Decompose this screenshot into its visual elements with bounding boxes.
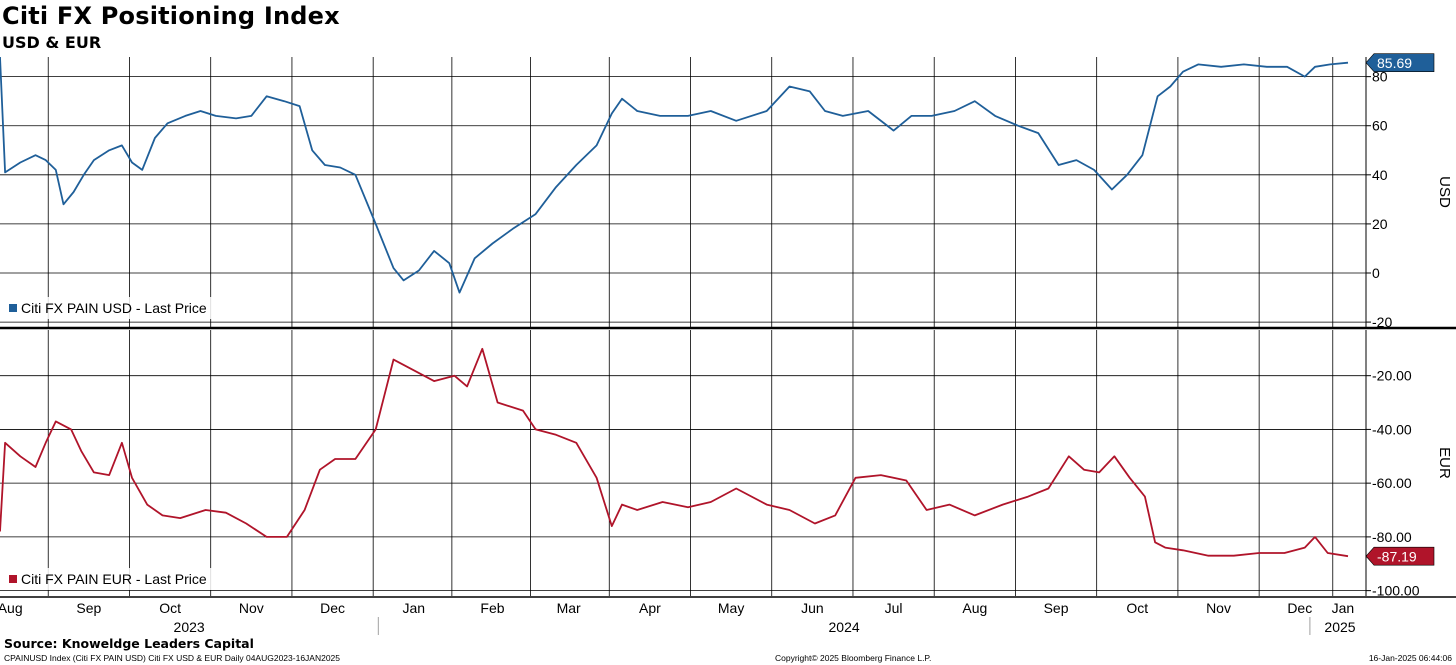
last-value-label: -87.19 — [1377, 549, 1417, 565]
x-tick-label: Jan — [403, 600, 426, 616]
copyright-note: Copyright© 2025 Bloomberg Finance L.P. — [775, 653, 932, 663]
x-tick-label: Aug — [0, 600, 23, 616]
x-tick-label: Sep — [76, 600, 101, 616]
y-tick-label: -20 — [1372, 314, 1392, 330]
x-year-label: 2025 — [1324, 619, 1355, 635]
y-tick-label: 0 — [1372, 265, 1380, 281]
x-tick-label: Apr — [639, 600, 661, 616]
x-tick-label: Sep — [1044, 600, 1069, 616]
x-year-label: 2023 — [174, 619, 205, 635]
y-axis-title: USD — [1436, 176, 1453, 208]
legend-background — [2, 297, 220, 319]
y-axis-title: EUR — [1436, 447, 1453, 479]
legend-swatch — [9, 304, 17, 312]
legend-swatch — [9, 575, 17, 583]
chart-subtitle: USD & EUR — [2, 33, 102, 52]
x-tick-label: Dec — [320, 600, 345, 616]
x-tick-label: Nov — [1206, 600, 1231, 616]
last-value-tag — [1365, 53, 1435, 72]
legend-label: Citi FX PAIN EUR - Last Price — [21, 571, 207, 587]
x-tick-label: Jun — [801, 600, 824, 616]
x-tick-label: Jul — [885, 600, 903, 616]
y-tick-label: -80.00 — [1372, 529, 1412, 545]
x-tick-label: Oct — [1126, 600, 1148, 616]
chart-title: Citi FX Positioning Index — [2, 2, 340, 30]
y-tick-label: -100.00 — [1372, 583, 1420, 599]
series-line — [0, 347, 1349, 558]
x-tick-label: Aug — [962, 600, 987, 616]
y-tick-label: 40 — [1372, 167, 1388, 183]
y-tick-label: 20 — [1372, 216, 1388, 232]
legend-label: Citi FX PAIN USD - Last Price — [21, 300, 207, 316]
x-tick-label: Nov — [239, 600, 264, 616]
x-year-label: 2024 — [829, 619, 860, 635]
legend-background — [2, 568, 220, 590]
last-value-tag — [1365, 546, 1435, 566]
index-info: CPAINUSD Index (Citi FX PAIN USD) Citi F… — [4, 653, 341, 663]
x-tick-label: Feb — [480, 600, 504, 616]
y-tick-label: 60 — [1372, 118, 1388, 134]
y-tick-label: -60.00 — [1372, 475, 1412, 491]
x-tick-label: Jan — [1332, 600, 1355, 616]
x-tick-label: Mar — [557, 600, 581, 616]
x-tick-label: Oct — [159, 600, 181, 616]
timestamp: 16-Jan-2025 06:44:06 — [1368, 653, 1452, 663]
y-tick-label: -40.00 — [1372, 421, 1412, 437]
series-line — [0, 56, 1349, 294]
x-tick-label: Dec — [1287, 600, 1312, 616]
last-value-label: 85.69 — [1377, 55, 1412, 71]
x-tick-label: May — [718, 600, 744, 616]
source-note: Source: Knoweldge Leaders Capital — [4, 636, 254, 651]
y-tick-label: -20.00 — [1372, 368, 1412, 384]
y-tick-label: 80 — [1372, 69, 1388, 85]
